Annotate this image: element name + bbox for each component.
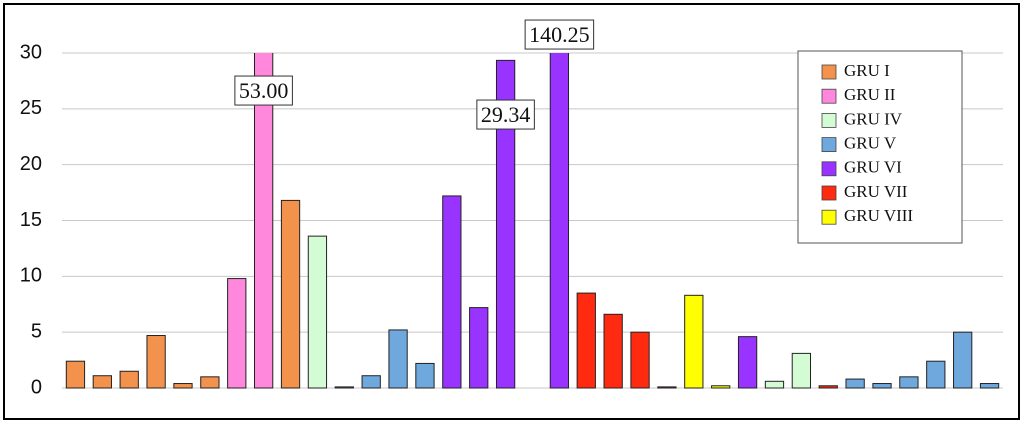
legend-swatch — [821, 161, 837, 177]
bar — [764, 380, 785, 389]
bar — [845, 378, 865, 389]
y-tick-label: 15 — [20, 209, 42, 231]
bar — [872, 383, 892, 389]
value-label-box — [524, 19, 595, 50]
bar — [737, 336, 758, 389]
bar — [603, 313, 623, 389]
bar — [254, 53, 274, 389]
bar — [334, 386, 354, 389]
value-label-box — [476, 99, 535, 130]
bar — [657, 386, 677, 389]
bar — [576, 292, 596, 389]
y-tick-label: 25 — [20, 97, 42, 119]
y-tick-label: 30 — [20, 41, 42, 63]
value-label-group: 140.25 — [524, 19, 595, 50]
bar — [495, 59, 516, 389]
bar — [200, 376, 220, 389]
bar — [388, 329, 408, 389]
legend-swatch — [821, 88, 837, 104]
value-label-box — [234, 75, 293, 106]
legend-swatch — [821, 185, 837, 201]
bar — [361, 375, 381, 389]
legend-swatch — [821, 209, 837, 225]
bar — [65, 360, 86, 389]
bar — [791, 352, 811, 389]
bar — [415, 362, 435, 389]
y-tick-label: 20 — [20, 153, 42, 175]
bar — [92, 375, 112, 389]
value-label: 53.00 — [239, 78, 289, 103]
legend-label: GRU II — [844, 85, 896, 104]
bar — [818, 385, 838, 389]
y-tick-label: 0 — [31, 376, 42, 398]
bar — [146, 335, 166, 389]
bar — [119, 370, 139, 389]
bar — [307, 235, 328, 389]
legend-label: GRU VII — [844, 182, 908, 201]
bar — [684, 294, 704, 389]
bar — [953, 331, 973, 389]
bar — [442, 195, 462, 389]
bar — [711, 385, 731, 389]
value-label-group: 53.00 — [234, 75, 293, 106]
value-label-group: 29.34 — [476, 99, 535, 130]
legend-label: GRU I — [844, 61, 890, 80]
bar — [549, 53, 570, 389]
value-label: 140.25 — [529, 22, 590, 47]
bar — [979, 383, 1000, 389]
bar — [227, 278, 247, 389]
bar — [469, 307, 489, 389]
bar — [280, 199, 301, 389]
bar — [899, 376, 919, 389]
legend-label: GRU V — [844, 134, 897, 153]
bar — [926, 360, 946, 389]
y-tick-label: 5 — [31, 320, 42, 342]
bar — [630, 331, 650, 389]
value-label: 29.34 — [481, 102, 531, 127]
legend-swatch — [821, 137, 837, 153]
legend-swatch — [821, 113, 837, 128]
legend-swatch — [821, 64, 837, 80]
legend-label: GRU IV — [844, 109, 903, 128]
y-tick-label: 10 — [20, 265, 42, 287]
bar — [173, 383, 193, 389]
legend-label: GRU VIII — [844, 206, 913, 225]
legend-label: GRU VI — [844, 158, 902, 177]
